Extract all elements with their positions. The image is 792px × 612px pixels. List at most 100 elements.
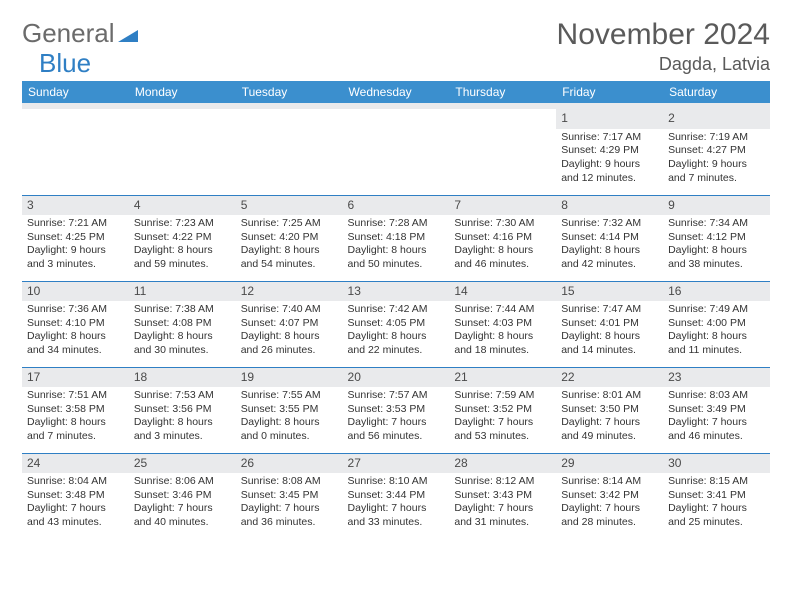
- daylight-text: and 11 minutes.: [668, 344, 765, 358]
- sunset-text: Sunset: 3:53 PM: [348, 403, 445, 417]
- day-number: 3: [22, 196, 129, 216]
- day-number: 9: [663, 196, 770, 216]
- sunset-text: Sunset: 4:07 PM: [241, 317, 338, 331]
- sunrise-text: Sunrise: 8:10 AM: [348, 475, 445, 489]
- day-body: Sunrise: 7:38 AMSunset: 4:08 PMDaylight:…: [129, 301, 236, 362]
- calendar-week-row: 10Sunrise: 7:36 AMSunset: 4:10 PMDayligh…: [22, 281, 770, 367]
- day-number: 12: [236, 282, 343, 302]
- day-number: 1: [556, 109, 663, 129]
- sunrise-text: Sunrise: 7:23 AM: [134, 217, 231, 231]
- daylight-text: and 49 minutes.: [561, 430, 658, 444]
- sunrise-text: Sunrise: 7:44 AM: [454, 303, 551, 317]
- daylight-text: Daylight: 8 hours: [241, 244, 338, 258]
- sunset-text: Sunset: 4:20 PM: [241, 231, 338, 245]
- daylight-text: and 54 minutes.: [241, 258, 338, 272]
- daylight-text: and 46 minutes.: [454, 258, 551, 272]
- day-number: 26: [236, 454, 343, 474]
- day-body: Sunrise: 8:08 AMSunset: 3:45 PMDaylight:…: [236, 473, 343, 534]
- calendar-day-cell: 24Sunrise: 8:04 AMSunset: 3:48 PMDayligh…: [22, 453, 129, 539]
- weekday-header: Tuesday: [236, 81, 343, 103]
- daylight-text: Daylight: 7 hours: [561, 502, 658, 516]
- daylight-text: and 12 minutes.: [561, 172, 658, 186]
- calendar-day-cell: 25Sunrise: 8:06 AMSunset: 3:46 PMDayligh…: [129, 453, 236, 539]
- day-body: Sunrise: 7:30 AMSunset: 4:16 PMDaylight:…: [449, 215, 556, 276]
- title-block: November 2024 Dagda, Latvia: [557, 18, 770, 75]
- sunset-text: Sunset: 4:10 PM: [27, 317, 124, 331]
- day-body: Sunrise: 7:17 AMSunset: 4:29 PMDaylight:…: [556, 129, 663, 190]
- daylight-text: Daylight: 8 hours: [454, 330, 551, 344]
- daylight-text: Daylight: 8 hours: [241, 330, 338, 344]
- day-body: Sunrise: 7:57 AMSunset: 3:53 PMDaylight:…: [343, 387, 450, 448]
- calendar-day-cell: 9Sunrise: 7:34 AMSunset: 4:12 PMDaylight…: [663, 195, 770, 281]
- day-number: 22: [556, 368, 663, 388]
- day-number: 27: [343, 454, 450, 474]
- calendar-day-cell: 6Sunrise: 7:28 AMSunset: 4:18 PMDaylight…: [343, 195, 450, 281]
- weekday-header: Thursday: [449, 81, 556, 103]
- day-body: Sunrise: 8:12 AMSunset: 3:43 PMDaylight:…: [449, 473, 556, 534]
- logo-triangle-icon: [118, 26, 138, 47]
- daylight-text: Daylight: 7 hours: [454, 416, 551, 430]
- day-number: 29: [556, 454, 663, 474]
- sunset-text: Sunset: 4:05 PM: [348, 317, 445, 331]
- daylight-text: Daylight: 7 hours: [454, 502, 551, 516]
- day-body: Sunrise: 7:36 AMSunset: 4:10 PMDaylight:…: [22, 301, 129, 362]
- day-body: Sunrise: 8:06 AMSunset: 3:46 PMDaylight:…: [129, 473, 236, 534]
- calendar-day-cell: 16Sunrise: 7:49 AMSunset: 4:00 PMDayligh…: [663, 281, 770, 367]
- sunset-text: Sunset: 3:55 PM: [241, 403, 338, 417]
- calendar-day-cell: 29Sunrise: 8:14 AMSunset: 3:42 PMDayligh…: [556, 453, 663, 539]
- sunrise-text: Sunrise: 7:51 AM: [27, 389, 124, 403]
- daylight-text: Daylight: 7 hours: [561, 416, 658, 430]
- day-number: 14: [449, 282, 556, 302]
- daylight-text: Daylight: 8 hours: [668, 244, 765, 258]
- daylight-text: Daylight: 8 hours: [241, 416, 338, 430]
- day-body: Sunrise: 7:47 AMSunset: 4:01 PMDaylight:…: [556, 301, 663, 362]
- logo: General: [22, 18, 138, 49]
- day-body: Sunrise: 7:19 AMSunset: 4:27 PMDaylight:…: [663, 129, 770, 190]
- daylight-text: Daylight: 9 hours: [561, 158, 658, 172]
- sunset-text: Sunset: 3:58 PM: [27, 403, 124, 417]
- calendar-week-row: 24Sunrise: 8:04 AMSunset: 3:48 PMDayligh…: [22, 453, 770, 539]
- day-number: 2: [663, 109, 770, 129]
- sunset-text: Sunset: 3:50 PM: [561, 403, 658, 417]
- sunrise-text: Sunrise: 7:32 AM: [561, 217, 658, 231]
- day-number: 4: [129, 196, 236, 216]
- sunset-text: Sunset: 3:42 PM: [561, 489, 658, 503]
- sunset-text: Sunset: 4:16 PM: [454, 231, 551, 245]
- page-title: November 2024: [557, 18, 770, 52]
- sunrise-text: Sunrise: 7:17 AM: [561, 131, 658, 145]
- daylight-text: and 34 minutes.: [27, 344, 124, 358]
- day-number: 30: [663, 454, 770, 474]
- day-body: Sunrise: 7:59 AMSunset: 3:52 PMDaylight:…: [449, 387, 556, 448]
- weekday-header: Saturday: [663, 81, 770, 103]
- day-number: 19: [236, 368, 343, 388]
- daylight-text: and 40 minutes.: [134, 516, 231, 530]
- day-number: 20: [343, 368, 450, 388]
- sunset-text: Sunset: 3:52 PM: [454, 403, 551, 417]
- weekday-header: Monday: [129, 81, 236, 103]
- calendar-day-cell: 15Sunrise: 7:47 AMSunset: 4:01 PMDayligh…: [556, 281, 663, 367]
- day-number: 8: [556, 196, 663, 216]
- daylight-text: Daylight: 8 hours: [27, 416, 124, 430]
- daylight-text: Daylight: 8 hours: [561, 244, 658, 258]
- calendar-empty-cell: [449, 109, 556, 195]
- sunrise-text: Sunrise: 7:30 AM: [454, 217, 551, 231]
- sunrise-text: Sunrise: 7:34 AM: [668, 217, 765, 231]
- day-body: Sunrise: 8:10 AMSunset: 3:44 PMDaylight:…: [343, 473, 450, 534]
- calendar-day-cell: 14Sunrise: 7:44 AMSunset: 4:03 PMDayligh…: [449, 281, 556, 367]
- day-number: 17: [22, 368, 129, 388]
- daylight-text: Daylight: 8 hours: [561, 330, 658, 344]
- day-body: Sunrise: 7:49 AMSunset: 4:00 PMDaylight:…: [663, 301, 770, 362]
- daylight-text: Daylight: 7 hours: [241, 502, 338, 516]
- sunset-text: Sunset: 4:14 PM: [561, 231, 658, 245]
- daylight-text: Daylight: 7 hours: [348, 502, 445, 516]
- sunrise-text: Sunrise: 8:14 AM: [561, 475, 658, 489]
- sunset-text: Sunset: 3:45 PM: [241, 489, 338, 503]
- calendar-day-cell: 19Sunrise: 7:55 AMSunset: 3:55 PMDayligh…: [236, 367, 343, 453]
- daylight-text: Daylight: 8 hours: [27, 330, 124, 344]
- day-number: 18: [129, 368, 236, 388]
- day-body: Sunrise: 7:51 AMSunset: 3:58 PMDaylight:…: [22, 387, 129, 448]
- day-number: 23: [663, 368, 770, 388]
- sunrise-text: Sunrise: 7:36 AM: [27, 303, 124, 317]
- sunrise-text: Sunrise: 7:21 AM: [27, 217, 124, 231]
- daylight-text: Daylight: 8 hours: [134, 416, 231, 430]
